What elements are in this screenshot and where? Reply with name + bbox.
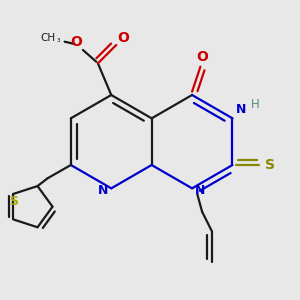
- Text: N: N: [195, 184, 206, 197]
- Text: N: N: [236, 103, 246, 116]
- Text: CH: CH: [40, 33, 55, 43]
- Text: O: O: [196, 50, 208, 64]
- Text: H: H: [250, 98, 259, 112]
- Text: ₃: ₃: [57, 35, 60, 44]
- Text: S: S: [9, 195, 18, 208]
- Text: O: O: [70, 35, 82, 49]
- Text: O: O: [117, 31, 129, 45]
- Text: S: S: [265, 158, 275, 172]
- Text: N: N: [98, 184, 108, 197]
